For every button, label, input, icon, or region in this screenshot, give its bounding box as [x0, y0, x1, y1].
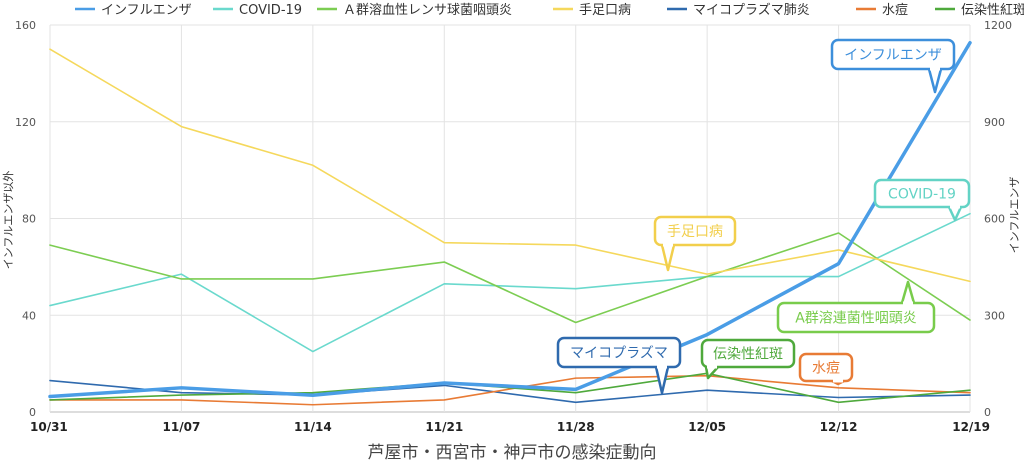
- x-tick-label: 11/28: [557, 420, 595, 434]
- callout-text: A群溶連菌性咽頭炎: [795, 311, 917, 327]
- y-right-tick-label: 300: [984, 309, 1005, 322]
- callout-text: マイコプラズマ: [570, 346, 668, 362]
- y-left-tick-label: 120: [15, 116, 36, 129]
- y-left-tick-label: 160: [15, 19, 36, 32]
- x-tick-label: 12/05: [688, 420, 726, 434]
- callout-text: 伝染性紅斑: [713, 347, 783, 363]
- y-axis-right-title: インフルエンザ: [1008, 177, 1021, 254]
- callout-box: [653, 215, 737, 247]
- callout-4: マイコプラズマ: [556, 336, 682, 395]
- callout-box: [830, 38, 956, 71]
- y-right-tick-label: 0: [984, 406, 991, 419]
- callout-3: A群溶連菌性咽頭炎: [776, 280, 936, 334]
- callout-box: [776, 301, 936, 334]
- legend: インフルエンザ COVID-19 Ａ群溶血性レンサ球菌咽頭炎 手足口病 マイコプラズマ肺…: [75, 2, 1024, 18]
- y-right-tick-label: 600: [984, 213, 1005, 226]
- y-axis-left-title: インフルエンザ以外: [2, 171, 15, 270]
- callout-box: [873, 178, 971, 209]
- callout-0: インフルエンザ: [830, 38, 956, 94]
- callout-text: 手足口病: [667, 224, 723, 240]
- callout-pointer: [900, 280, 916, 305]
- x-tick-label: 10/31: [30, 420, 68, 434]
- callout-1: COVID-19: [873, 178, 971, 222]
- callout-text: インフルエンザ: [844, 48, 942, 64]
- callout-pointer: [654, 365, 670, 395]
- series-line-2: [49, 232, 971, 324]
- legend-label: インフルエンザ: [101, 3, 192, 18]
- legend-label: COVID-19: [239, 3, 302, 18]
- y-right-tick-label: 900: [984, 116, 1005, 129]
- series-line-0: [48, 40, 972, 399]
- x-tick-label: 12/12: [820, 420, 858, 434]
- legend-label: 手足口病: [579, 3, 631, 18]
- x-tick-label: 11/21: [425, 420, 463, 434]
- callout-box: [798, 352, 854, 383]
- x-tick-label: 12/19: [952, 420, 990, 434]
- x-axis-title: 芦屋市・西宮市・神戸市の感染症動向: [368, 443, 657, 463]
- y-left-tick-label: 40: [22, 309, 36, 322]
- legend-label: マイコプラズマ肺炎: [693, 2, 810, 18]
- callout-5: 伝染性紅斑: [700, 338, 796, 380]
- series-line-5: [49, 374, 971, 406]
- callout-text: 水痘: [812, 361, 840, 377]
- x-tick-label: 11/07: [163, 420, 201, 434]
- y-left-tick-label: 80: [22, 213, 36, 226]
- callout-box: [556, 336, 682, 369]
- y-right-tick-label: 1200: [984, 19, 1012, 32]
- series-line-3: [49, 48, 971, 283]
- y-left-tick-label: 0: [29, 406, 36, 419]
- legend-label: Ａ群溶血性レンサ球菌咽頭炎: [343, 3, 512, 18]
- callout-text: COVID-19: [888, 187, 956, 203]
- callout-box: [700, 338, 796, 369]
- callout-pointer: [927, 67, 943, 94]
- legend-label: 伝染性紅斑: [961, 3, 1024, 18]
- grid-lines: [49, 24, 971, 413]
- series-line-4: [49, 379, 971, 404]
- legend-label: 水痘: [882, 3, 908, 18]
- axes: 0 40 80 120 160 0 300 600 900 1200 10/31 11/07 11/14…: [15, 19, 1012, 434]
- series-lines: [48, 40, 972, 406]
- callout-6: 水痘: [798, 352, 854, 386]
- callout-2: 手足口病: [653, 215, 737, 272]
- x-tick-label: 11/14: [294, 420, 332, 434]
